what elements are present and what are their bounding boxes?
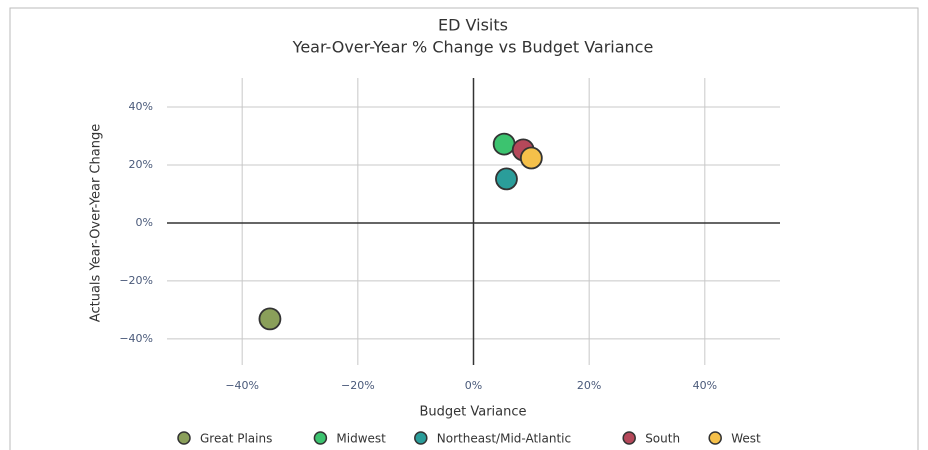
legend-label: West xyxy=(731,432,761,446)
x-tick-label: 20% xyxy=(577,379,601,392)
y-tick-label: −40% xyxy=(119,332,153,345)
x-tick-label: 40% xyxy=(693,379,717,392)
legend-marker xyxy=(313,431,328,445)
legend-marker xyxy=(622,431,636,445)
legend-label: South xyxy=(645,432,680,446)
point xyxy=(258,307,282,331)
point xyxy=(495,167,518,191)
legend-marker xyxy=(708,431,722,445)
legend-marker xyxy=(414,431,428,445)
chart-subtitle: Year-Over-Year % Change vs Budget Varian… xyxy=(292,38,654,57)
point xyxy=(492,132,516,156)
x-tick-label: 0% xyxy=(465,379,482,392)
y-tick-label: 20% xyxy=(129,158,153,171)
legend-label: Northeast/Mid-Atlantic xyxy=(437,432,571,446)
point xyxy=(519,146,543,170)
y-tick-label: 40% xyxy=(129,100,153,113)
y-tick-label: −20% xyxy=(119,274,153,287)
chart-title: ED Visits xyxy=(438,16,508,35)
x-tick-label: −40% xyxy=(225,379,259,392)
y-axis-label: Actuals Year-Over-Year Change xyxy=(89,124,104,322)
legend-label: Great Plains xyxy=(200,432,272,446)
legend-marker xyxy=(177,431,191,445)
legend-label: Midwest xyxy=(336,432,386,446)
x-tick-label: −20% xyxy=(341,379,375,392)
y-tick-label: 0% xyxy=(136,216,153,229)
frame xyxy=(9,7,919,450)
x-axis-label: Budget Variance xyxy=(419,405,526,420)
